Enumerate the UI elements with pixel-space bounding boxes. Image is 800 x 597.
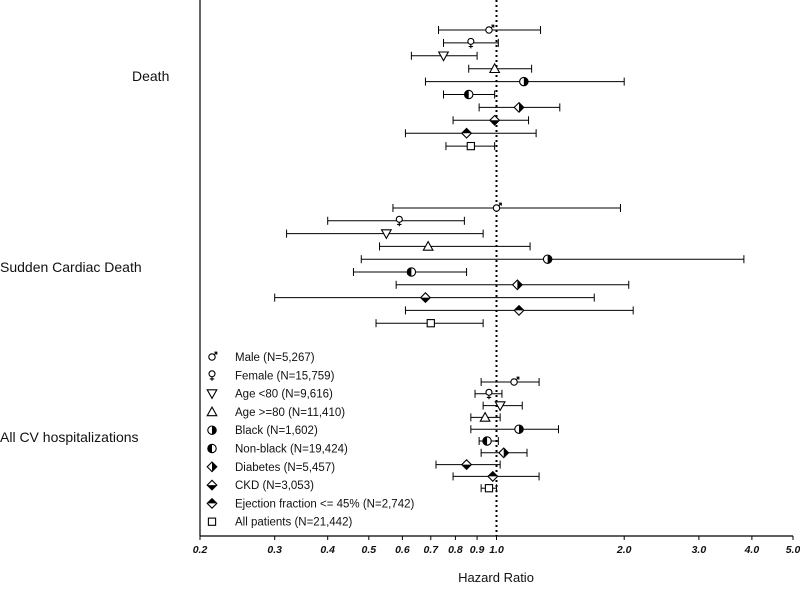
x-axis-ticks: 0.2 0.3 0.4 0.5 0.6 0.7 0.8 0.9 1.0 2.0 3.0 4.0 5.0 — [193, 536, 800, 556]
point-estimate-age_lt80 — [380, 229, 393, 240]
legend-label: Diabetes (N=5,457) — [235, 462, 335, 474]
x-tick-label: 0.2 — [193, 544, 208, 556]
point-estimate-all — [466, 141, 475, 151]
x-tick-label: 5.0 — [786, 544, 800, 556]
estimate-group — [435, 376, 559, 493]
point-estimate-female — [467, 37, 475, 49]
x-tick-label: 4.0 — [744, 544, 760, 556]
x-tick-label: 0.9 — [470, 544, 485, 556]
point-estimate-diabetes — [511, 279, 523, 291]
legend-marker-ckd — [206, 479, 218, 491]
point-estimate-female — [395, 215, 403, 227]
group-label: Death — [132, 68, 169, 84]
legend-marker-nonblack — [207, 443, 217, 454]
point-estimate-male — [510, 376, 520, 386]
x-tick-label: 2.0 — [616, 544, 632, 556]
legend-marker-diabetes — [206, 461, 218, 473]
point-estimate-nonblack — [406, 267, 417, 277]
point-estimate-all — [484, 484, 494, 493]
legend-marker-age_lt80 — [206, 389, 218, 400]
legend-label: Age >=80 (N=11,410) — [235, 407, 345, 419]
x-axis-title: Hazard Ratio — [458, 570, 534, 585]
point-estimate-male — [485, 24, 495, 34]
point-estimate-age_lt80 — [437, 51, 450, 62]
group-label: Sudden Cardiac Death — [0, 259, 142, 275]
legend-label: Female (N=15,759) — [235, 370, 335, 382]
point-estimate-age_ge80 — [422, 240, 434, 251]
x-tick-label: 0.8 — [448, 544, 463, 556]
point-estimate-female — [485, 388, 493, 400]
legend-label: All patients (N=21,442) — [235, 517, 352, 529]
point-estimate-nonblack — [463, 89, 474, 100]
point-estimate-ef — [513, 304, 525, 316]
point-estimate-ckd — [460, 459, 473, 471]
point-estimate-ckd — [419, 292, 432, 304]
legend-marker-black — [207, 425, 217, 435]
point-estimate-age_ge80 — [488, 62, 501, 74]
point-estimate-nonblack — [482, 436, 492, 446]
x-tick-label: 0.6 — [395, 544, 410, 556]
point-estimate-diabetes — [513, 101, 525, 113]
legend-marker-all — [207, 517, 217, 526]
point-estimate-male — [492, 202, 502, 212]
estimate-group — [274, 202, 745, 328]
point-estimate-ckd — [489, 114, 501, 126]
x-tick-label: 0.7 — [423, 544, 439, 556]
point-estimate-diabetes — [498, 447, 510, 459]
legend-marker-male — [208, 351, 218, 361]
group-labels: Death Sudden Cardiac Death All CV hospital… — [0, 68, 169, 445]
estimate-group — [404, 24, 625, 151]
point-estimate-all — [426, 319, 435, 328]
legend-marker-female — [208, 370, 216, 381]
point-estimate-age_ge80 — [479, 411, 491, 422]
legend-marker-ef — [206, 497, 218, 509]
x-tick-label: 3.0 — [692, 544, 707, 556]
point-estimate-ef — [460, 127, 473, 139]
legend-label: Ejection fraction <= 45% (N=2,742) — [235, 498, 414, 510]
group-label: All CV hospitalizations — [0, 429, 139, 445]
legend-label: Male (N=5,267) — [235, 352, 315, 364]
legend-label: Age <80 (N=9,616) — [235, 389, 333, 401]
x-tick-label: 0.3 — [267, 544, 282, 556]
point-estimate-black — [542, 254, 553, 264]
legend-label: CKD (N=3,053) — [235, 480, 314, 492]
x-tick-label: 0.5 — [361, 544, 376, 556]
point-estimate-age_lt80 — [494, 401, 506, 412]
estimate-groups — [274, 24, 745, 493]
legend-label: Non-black (N=19,424) — [235, 444, 348, 456]
x-tick-label: 1.0 — [489, 544, 504, 556]
legend: Male (N=5,267) Female (N=15,759) Age <80 (… — [206, 351, 414, 529]
point-estimate-ef — [487, 470, 499, 482]
legend-label: Black (N=1,602) — [235, 425, 318, 437]
legend-marker-age_ge80 — [206, 405, 218, 417]
point-estimate-black — [519, 76, 529, 87]
x-tick-label: 0.4 — [320, 544, 335, 556]
point-estimate-black — [514, 424, 524, 434]
